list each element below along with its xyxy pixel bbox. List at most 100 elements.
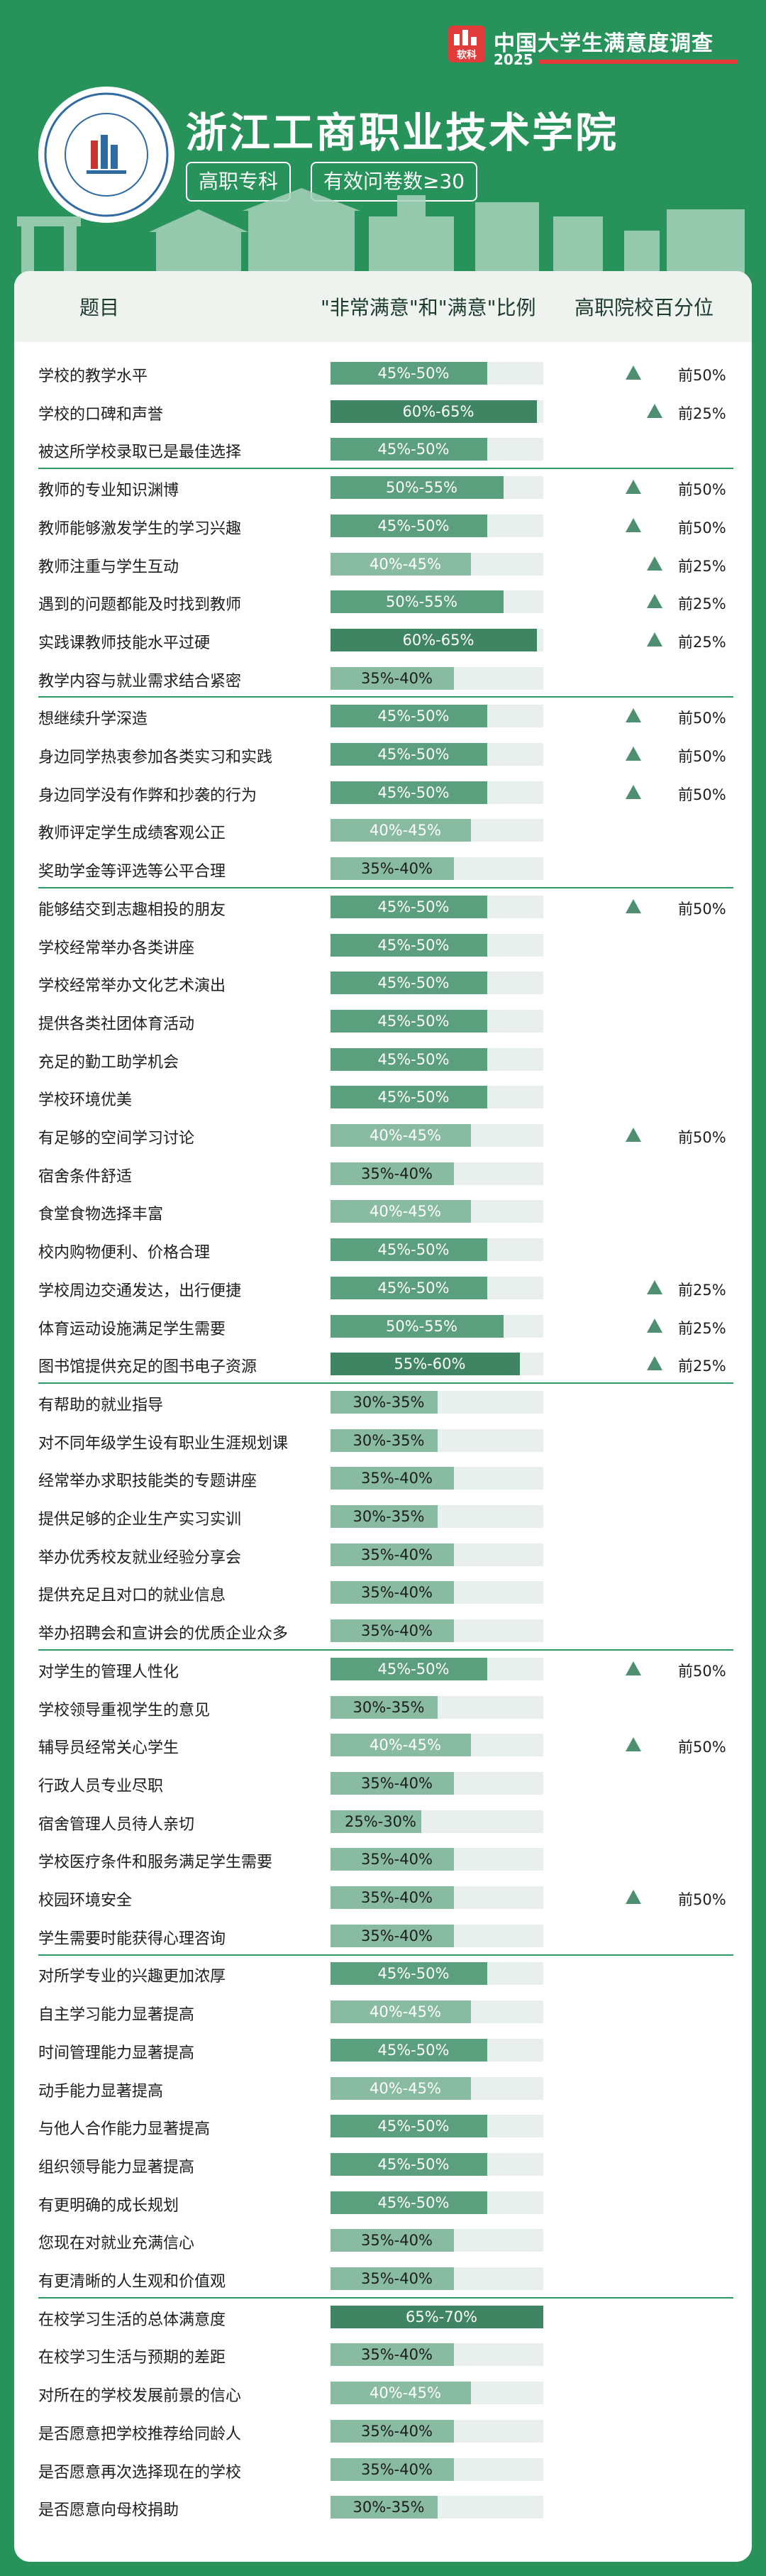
bar-value-label: 50%-55% xyxy=(386,1317,457,1335)
bar-track xyxy=(331,1848,543,1871)
percentile-label: 前50% xyxy=(678,1662,726,1680)
bar-track xyxy=(331,895,543,918)
percentile-label: 前50% xyxy=(678,710,726,727)
satisfaction-bar xyxy=(331,2419,454,2443)
satisfaction-bar xyxy=(331,2305,543,2328)
satisfaction-bar xyxy=(331,1086,487,1109)
question-label: 举办优秀校友就业经验分享会 xyxy=(38,1548,242,1567)
bar-value-label: 45%-50% xyxy=(377,2194,450,2211)
bar-track xyxy=(331,1581,543,1605)
bar-track xyxy=(331,743,543,766)
survey-brand: 软科 中国大学生满意度调查 2025 xyxy=(447,24,745,68)
svg-text:软科: 软科 xyxy=(457,49,477,61)
bar-value-label: 35%-40% xyxy=(361,1546,433,1563)
question-label: 学校的口碑和声誉 xyxy=(38,405,164,424)
column-header-ratio: "非常满意"和"满意"比例 xyxy=(321,296,536,319)
results-panel: 题目 "非常满意"和"满意"比例 高职院校百分位 学校的教学水平 45%-50% 前… xyxy=(14,271,752,2562)
bar-value-label: 45%-50% xyxy=(377,517,450,534)
bar-value-label: 45%-50% xyxy=(377,708,450,725)
question-label: 有更明确的成长规划 xyxy=(38,2196,179,2215)
bar-value-label: 45%-50% xyxy=(377,2118,450,2135)
question-label: 自主学习能力显著提高 xyxy=(38,2006,195,2025)
bar-track xyxy=(331,2305,543,2328)
satisfaction-bar xyxy=(331,1429,438,1452)
bar-value-label: 40%-45% xyxy=(370,555,441,573)
bar-track xyxy=(331,1238,543,1262)
satisfaction-bar xyxy=(331,1734,471,1757)
bar-track xyxy=(331,590,543,614)
question-label: 有帮助的就业指导 xyxy=(38,1396,164,1414)
bar-track xyxy=(331,1505,543,1528)
question-label: 学校领导重视学生的意见 xyxy=(38,1701,211,1719)
bar-track xyxy=(331,2000,543,2024)
bar-track xyxy=(331,1695,543,1719)
question-label: 教师的专业知识渊博 xyxy=(38,482,179,500)
question-label: 学校经常举办各类讲座 xyxy=(38,939,195,957)
satisfaction-bar xyxy=(331,438,487,461)
bar-track xyxy=(331,1162,543,1185)
satisfaction-bar xyxy=(331,2191,487,2214)
bar-value-label: 45%-50% xyxy=(377,1089,450,1106)
satisfaction-bar xyxy=(331,857,454,881)
bar-track xyxy=(331,552,543,576)
satisfaction-bar xyxy=(331,514,487,537)
satisfaction-bar xyxy=(331,1238,487,1262)
bar-value-label: 45%-50% xyxy=(377,2155,450,2173)
bar-value-label: 45%-50% xyxy=(377,2041,450,2059)
satisfaction-bar xyxy=(331,666,454,690)
percentile-triangle-icon xyxy=(647,556,662,571)
satisfaction-bar xyxy=(331,2229,454,2252)
survey-title: 中国大学生满意度调查 xyxy=(494,31,714,56)
satisfaction-bar xyxy=(331,1467,454,1490)
bar-track xyxy=(331,1467,543,1490)
satisfaction-bar xyxy=(331,2267,454,2290)
satisfaction-bar xyxy=(331,1848,454,1871)
bar-value-label: 35%-40% xyxy=(361,669,433,687)
bar-track xyxy=(331,2229,543,2252)
bar-track xyxy=(331,705,543,728)
bar-value-label: 45%-50% xyxy=(377,936,450,954)
question-label: 对所学专业的兴趣更加浓厚 xyxy=(38,1968,226,1986)
bar-value-label: 45%-50% xyxy=(377,1012,450,1030)
percentile-triangle-icon xyxy=(647,1279,662,1294)
bar-track xyxy=(331,1353,543,1376)
satisfaction-bar xyxy=(331,781,487,804)
question-label: 教师注重与学生互动 xyxy=(38,558,179,576)
percentile-triangle-icon xyxy=(626,784,641,799)
question-label: 学校的教学水平 xyxy=(38,368,148,385)
brand-underline xyxy=(539,60,738,64)
question-label: 宿舍管理人员待人亲切 xyxy=(38,1815,195,1834)
question-label: 时间管理能力显著提高 xyxy=(38,2044,195,2062)
satisfaction-bar xyxy=(331,1771,454,1795)
question-label: 教学内容与就业需求结合紧密 xyxy=(38,672,242,690)
satisfaction-bar xyxy=(331,1276,487,1299)
bar-track xyxy=(331,2457,543,2481)
question-label: 教师评定学生成绩客观公正 xyxy=(38,825,226,843)
satisfaction-bar xyxy=(331,2000,471,2024)
bar-value-label: 55%-60% xyxy=(394,1355,466,1373)
question-label: 提供各类社团体育活动 xyxy=(38,1015,195,1033)
satisfaction-bar xyxy=(331,1657,487,1680)
percentile-label: 前25% xyxy=(678,1358,726,1375)
bar-track xyxy=(331,781,543,804)
question-label: 提供充足且对口的就业信息 xyxy=(38,1587,226,1605)
bar-track xyxy=(331,1314,543,1338)
bar-track xyxy=(331,1810,543,1833)
question-label: 有足够的空间学习讨论 xyxy=(38,1130,195,1147)
satisfaction-bar xyxy=(331,2038,487,2062)
percentile-label: 前50% xyxy=(678,481,726,499)
percentile-triangle-icon xyxy=(647,1318,662,1333)
satisfaction-bar xyxy=(331,1543,454,1566)
satisfaction-bar xyxy=(331,2343,454,2367)
bar-value-label: 45%-50% xyxy=(377,441,450,458)
bar-track xyxy=(331,2267,543,2290)
satisfaction-bar xyxy=(331,400,537,423)
bar-value-label: 35%-40% xyxy=(361,1584,433,1602)
bar-value-label: 35%-40% xyxy=(361,1851,433,1868)
satisfaction-bar xyxy=(331,362,487,385)
bar-value-label: 45%-50% xyxy=(377,898,450,915)
question-label: 有更清晰的人生观和价值观 xyxy=(38,2273,226,2291)
satisfaction-bar xyxy=(331,933,487,957)
question-label: 学生需要时能获得心理咨询 xyxy=(38,1930,226,1948)
bar-track xyxy=(331,2419,543,2443)
